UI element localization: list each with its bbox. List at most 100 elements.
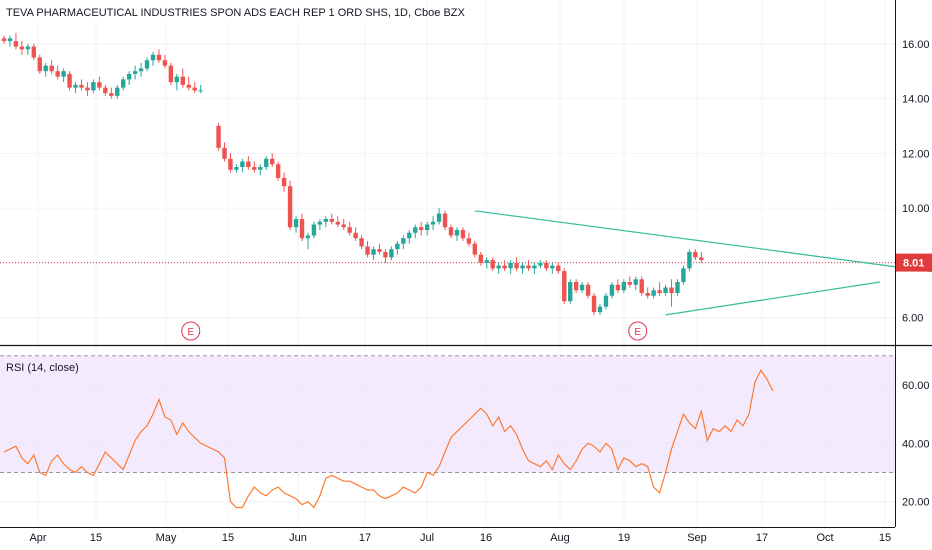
candle-body [520, 265, 525, 269]
candle-body [585, 284, 591, 296]
candle-body [252, 167, 257, 170]
candle-body [466, 238, 472, 244]
candle-body [67, 73, 72, 88]
candle-body [663, 287, 668, 293]
x-tick-label: Jul [420, 532, 434, 544]
candle-body [651, 290, 656, 296]
rsi-tick-label: 60.00 [902, 380, 930, 392]
rsi-band [0, 355, 895, 473]
candle-body [371, 249, 376, 255]
candle-body [19, 46, 25, 50]
candle-body [681, 268, 686, 283]
y-tick-label: 6.00 [902, 313, 923, 325]
candle-body [13, 41, 19, 47]
candle-body [532, 265, 537, 269]
x-tick-label: May [156, 532, 177, 544]
rsi-line [3, 369, 774, 509]
candlestick-series [1, 32, 704, 315]
candle-body [639, 279, 644, 293]
earnings-marker [181, 321, 201, 341]
candle-body [603, 295, 609, 307]
y-tick-label: 10.00 [902, 203, 930, 215]
candle-body [699, 257, 704, 261]
candle-body [198, 90, 203, 92]
candle-body [419, 227, 424, 230]
x-tick-label: Oct [816, 532, 833, 544]
candle-body [436, 213, 442, 222]
candle-body [335, 221, 340, 225]
candle-body [103, 87, 108, 94]
x-tick-label: 16 [480, 532, 492, 544]
rsi-indicator-label[interactable]: RSI (14, close) [6, 362, 79, 374]
candle-body [657, 290, 662, 293]
candle-body [347, 227, 352, 233]
candle-body [156, 54, 162, 61]
candle-body [442, 213, 448, 228]
candle-body [633, 279, 638, 285]
candle-body [49, 65, 54, 72]
candle-body [627, 282, 632, 285]
candle-body [430, 221, 436, 225]
earnings-marker [628, 321, 648, 341]
candle-body [186, 84, 191, 88]
x-tick-label: 15 [222, 532, 234, 544]
candle-body [97, 82, 102, 88]
candle-body [675, 282, 680, 293]
candle-body [91, 82, 96, 91]
candle-body [365, 246, 370, 255]
candle-body [79, 84, 84, 88]
candle-body [597, 306, 603, 313]
trendline [665, 281, 881, 316]
x-tick-label: 15 [879, 532, 891, 544]
candle-body [150, 54, 156, 61]
chart-title: TEVA PHARMACEUTICAL INDUSTRIES SPON ADS … [6, 7, 466, 19]
x-tick-label: 17 [756, 532, 768, 544]
candle-body [293, 219, 299, 228]
rsi-pane [0, 355, 895, 509]
candle-body [275, 164, 281, 178]
candle-body [526, 265, 531, 269]
candle-body [383, 251, 388, 258]
candle-body [37, 57, 42, 72]
candle-body [43, 65, 48, 72]
candle-body [353, 232, 358, 239]
trendline [474, 210, 932, 273]
candle-body [514, 262, 519, 269]
candle-body [424, 224, 430, 230]
x-tick-label: Jun [289, 532, 307, 544]
candle-body [287, 186, 293, 228]
candle-body [305, 235, 311, 239]
candle-body [341, 224, 346, 228]
x-tick-label: Apr [29, 532, 46, 544]
x-tick-label: Aug [550, 532, 570, 544]
candle-body [544, 262, 549, 269]
candle-body [246, 161, 251, 168]
last-price-label: 8.01 [903, 258, 924, 270]
candle-body [31, 46, 36, 58]
candle-body [550, 265, 555, 269]
candle-body [162, 60, 168, 66]
candle-body [568, 282, 573, 302]
candle-body [496, 265, 501, 269]
candle-body [228, 158, 233, 170]
candle-body [138, 68, 144, 72]
earnings-marker-label: E [634, 327, 641, 338]
candle-body [562, 271, 567, 302]
candle-body [645, 292, 650, 296]
candle-body [615, 284, 621, 291]
candle-body [73, 84, 78, 88]
candle-body [109, 93, 114, 96]
candle-body [258, 167, 263, 170]
candle-body [573, 282, 579, 291]
x-tick-label: 15 [90, 532, 102, 544]
title-backdrop [0, 0, 370, 22]
y-tick-label: 12.00 [902, 148, 930, 160]
candle-body [538, 262, 543, 266]
candle-body [609, 284, 615, 296]
earnings-marker-label: E [187, 327, 194, 338]
candle-body [484, 260, 489, 263]
candle-body [25, 46, 31, 50]
